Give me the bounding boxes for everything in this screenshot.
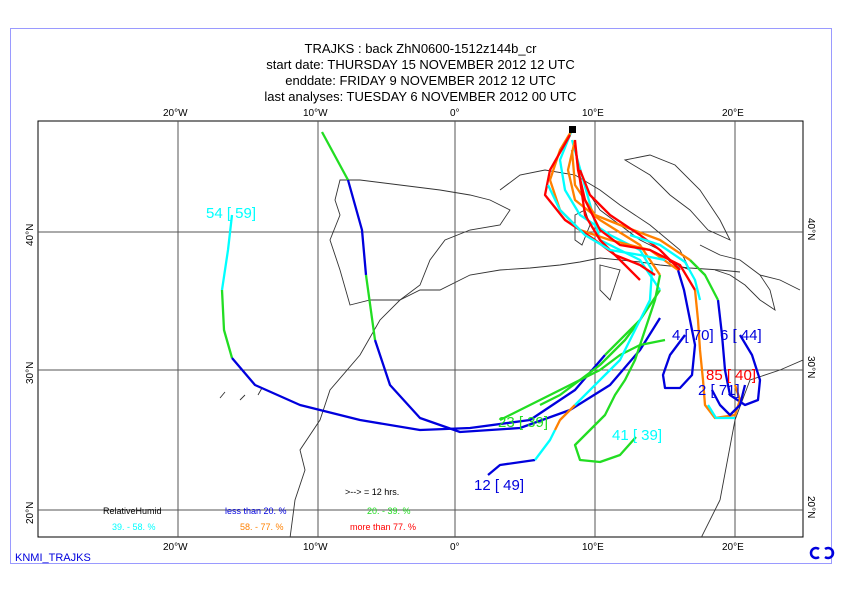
trajectory-label: 2 [ 71] <box>698 382 740 399</box>
trajectory-label: 23 [ 39] <box>498 414 548 431</box>
axis-labels: 20°W 10°W 0° 10°E 20°E 20°W 10°W 0° 10°E… <box>25 108 816 553</box>
lon-label: 10°E <box>582 542 604 553</box>
trajectory-label: 41 [ 39] <box>612 427 662 444</box>
plot-title: TRAJKS : back ZhN0600-1512z144b_cr <box>304 41 537 56</box>
coastlines <box>219 154 803 537</box>
trajectory-label: 6 [ 44] <box>720 327 762 344</box>
lat-label: 20°N <box>25 502 36 524</box>
map-frame <box>37 120 804 538</box>
graticule <box>38 121 803 537</box>
legend-item: 58. - 77. % <box>240 522 284 532</box>
start-date: start date: THURSDAY 15 NOVEMBER 2012 12… <box>266 57 575 72</box>
legend-item: less than 20. % <box>225 506 287 516</box>
ecmwf-logo-icon <box>809 546 835 560</box>
lon-label: 0° <box>450 542 460 553</box>
footer-label: KNMI_TRAJKS <box>15 552 91 564</box>
lon-label: 10°E <box>582 108 604 119</box>
lon-label: 20°W <box>163 542 188 553</box>
plot-border <box>10 28 832 564</box>
last-analyses: last analyses: TUESDAY 6 NOVEMBER 2012 0… <box>264 89 577 104</box>
end-date: enddate: FRIDAY 9 NOVEMBER 2012 12 UTC <box>285 73 556 88</box>
trajectories <box>220 129 762 476</box>
lon-label: 0° <box>450 108 460 119</box>
lat-label: 40°N <box>25 224 36 246</box>
lon-label: 20°E <box>722 108 744 119</box>
legend-item: 20. - 39. % <box>367 506 411 516</box>
arrow-note: >--> = 12 hrs. <box>345 487 399 497</box>
legend: >--> = 12 hrs. RelativeHumid less than 2… <box>103 487 416 532</box>
trajectory-label: 85 [ 40] <box>706 367 756 384</box>
trajectory-label: 4 [ 70] <box>672 327 714 344</box>
legend-title: RelativeHumid <box>103 506 162 516</box>
lon-label: 10°W <box>303 108 328 119</box>
lon-label: 20°W <box>163 108 188 119</box>
legend-item: more than 77. % <box>350 522 416 532</box>
lat-label: 40°N <box>805 218 816 240</box>
trajectory-labels: 54 [ 59] 23 [ 39] 41 [ 39] 12 [ 49] 4 [ … <box>206 205 762 494</box>
start-point-marker <box>569 126 576 133</box>
trajectory-label: 12 [ 49] <box>474 477 524 494</box>
lon-label: 10°W <box>303 542 328 553</box>
legend-item: 39. - 58. % <box>112 522 156 532</box>
lat-label: 30°N <box>25 362 36 384</box>
lat-label: 20°N <box>805 496 816 518</box>
lon-label: 20°E <box>722 542 744 553</box>
trajectory-label: 54 [ 59] <box>206 205 256 222</box>
lat-label: 30°N <box>805 356 816 378</box>
